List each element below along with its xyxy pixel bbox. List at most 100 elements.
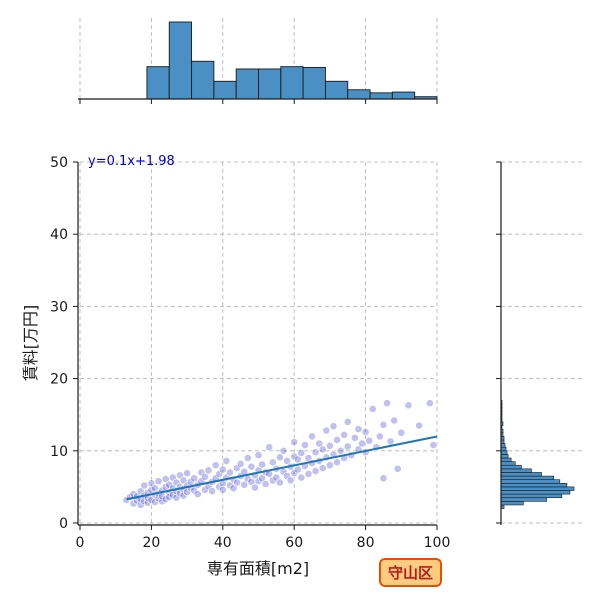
marginal-y-histogram xyxy=(496,161,582,525)
marginal-x-histogram xyxy=(78,18,438,104)
x-tick-label: 60 xyxy=(285,535,303,551)
scatter-point xyxy=(211,461,220,470)
scatter-point xyxy=(140,481,149,490)
top-hist-bar xyxy=(280,66,304,100)
scatter-point xyxy=(325,441,334,450)
right-hist-bar xyxy=(500,461,516,466)
right-hist-bar xyxy=(500,497,547,502)
scatter-point xyxy=(265,443,274,452)
scatter-point xyxy=(243,454,252,462)
x-tick-label: 100 xyxy=(424,535,451,551)
scatter-point xyxy=(329,422,338,431)
scatter-point xyxy=(258,460,266,469)
scatter-point xyxy=(247,462,256,471)
scatter-point xyxy=(393,464,402,473)
regression-equation-label: y=0.1x+1.98 xyxy=(88,154,175,169)
x-tick-label: 40 xyxy=(214,535,232,551)
scatter-point xyxy=(301,441,309,449)
scatter-point xyxy=(279,446,288,455)
top-hist-bar xyxy=(213,80,237,100)
right-hist-bar xyxy=(500,443,506,448)
district-badge-box xyxy=(379,558,442,587)
scatter-point xyxy=(322,426,331,435)
scatter-point xyxy=(315,439,324,448)
right-hist-bar xyxy=(500,454,509,459)
scatter-point xyxy=(193,490,202,499)
district-badge: 守山区 xyxy=(379,558,442,587)
scatter-point xyxy=(261,480,270,488)
scatter-point xyxy=(379,474,388,483)
scatter-point xyxy=(276,478,284,487)
y-tick-label: 0 xyxy=(59,516,68,532)
scatter-point xyxy=(251,483,259,492)
top-hist-bar xyxy=(168,21,193,100)
scatter-point xyxy=(204,466,213,475)
scatter-point xyxy=(229,484,238,493)
right-hist-bar xyxy=(500,486,575,491)
scatter-point xyxy=(397,428,406,437)
x-tick-label: 20 xyxy=(142,535,160,551)
right-hist-bar xyxy=(500,464,522,470)
scatter-point xyxy=(226,468,234,477)
scatter-point xyxy=(390,416,399,425)
scatter-point xyxy=(415,421,424,430)
scatter-point xyxy=(318,445,327,454)
scatter-point xyxy=(208,487,216,496)
scatter-point xyxy=(254,451,263,460)
scatter-point xyxy=(183,469,191,478)
scatter-point xyxy=(218,485,227,494)
scatter-point xyxy=(368,405,377,413)
scatter-point xyxy=(233,478,241,487)
regression-line xyxy=(126,435,438,501)
scatter-point xyxy=(290,438,299,447)
scatter-point xyxy=(218,465,227,474)
regression-line-group xyxy=(126,435,438,501)
x-axis-label: 専有面積[m2] xyxy=(207,559,309,578)
x-tick-label: 0 xyxy=(76,535,85,551)
scatter-point xyxy=(240,480,249,489)
right-hist-bar xyxy=(500,472,542,477)
right-hist-bar xyxy=(500,482,568,488)
top-hist-bar xyxy=(191,60,215,100)
right-hist-bar xyxy=(500,450,508,455)
scatter-point xyxy=(201,472,209,481)
y-tick-label: 50 xyxy=(50,155,68,171)
scatter-point xyxy=(343,418,352,426)
right-hist-bar xyxy=(500,490,571,495)
scatter-points xyxy=(122,399,438,509)
scatter-point xyxy=(297,449,306,457)
right-hist-bar xyxy=(500,468,532,473)
scatter-point xyxy=(286,476,295,485)
top-hist-bar xyxy=(302,66,326,100)
top-hist-bar xyxy=(235,68,259,100)
scatter-point xyxy=(236,459,245,468)
district-badge-label: 守山区 xyxy=(388,564,433,582)
scatter-point xyxy=(336,446,345,455)
scatter-point xyxy=(325,461,334,470)
scatter-point xyxy=(333,458,341,467)
scatter-point xyxy=(308,432,316,441)
scatter-point xyxy=(358,439,366,448)
scatter-point xyxy=(354,425,363,434)
top-hist-bar xyxy=(347,89,371,100)
scatter-point xyxy=(190,474,199,483)
y-tick-label: 40 xyxy=(50,227,68,243)
right-hist-bar xyxy=(500,493,563,499)
scatter-point xyxy=(383,399,391,408)
scatter-point xyxy=(258,474,266,483)
scatter-point xyxy=(365,436,374,445)
scatter-point xyxy=(222,457,231,465)
right-hist-bar xyxy=(500,446,507,452)
scatter-point xyxy=(425,399,434,408)
x-tick-label: 80 xyxy=(357,535,375,551)
scatter-point xyxy=(293,465,302,474)
scatter-point xyxy=(293,455,302,464)
y-tick-label: 20 xyxy=(50,372,68,388)
scatter-point xyxy=(154,477,163,486)
top-hist-bar xyxy=(324,80,349,100)
right-hist-bar xyxy=(500,501,524,506)
scatter-point xyxy=(361,428,370,436)
scatter-point xyxy=(350,433,359,442)
